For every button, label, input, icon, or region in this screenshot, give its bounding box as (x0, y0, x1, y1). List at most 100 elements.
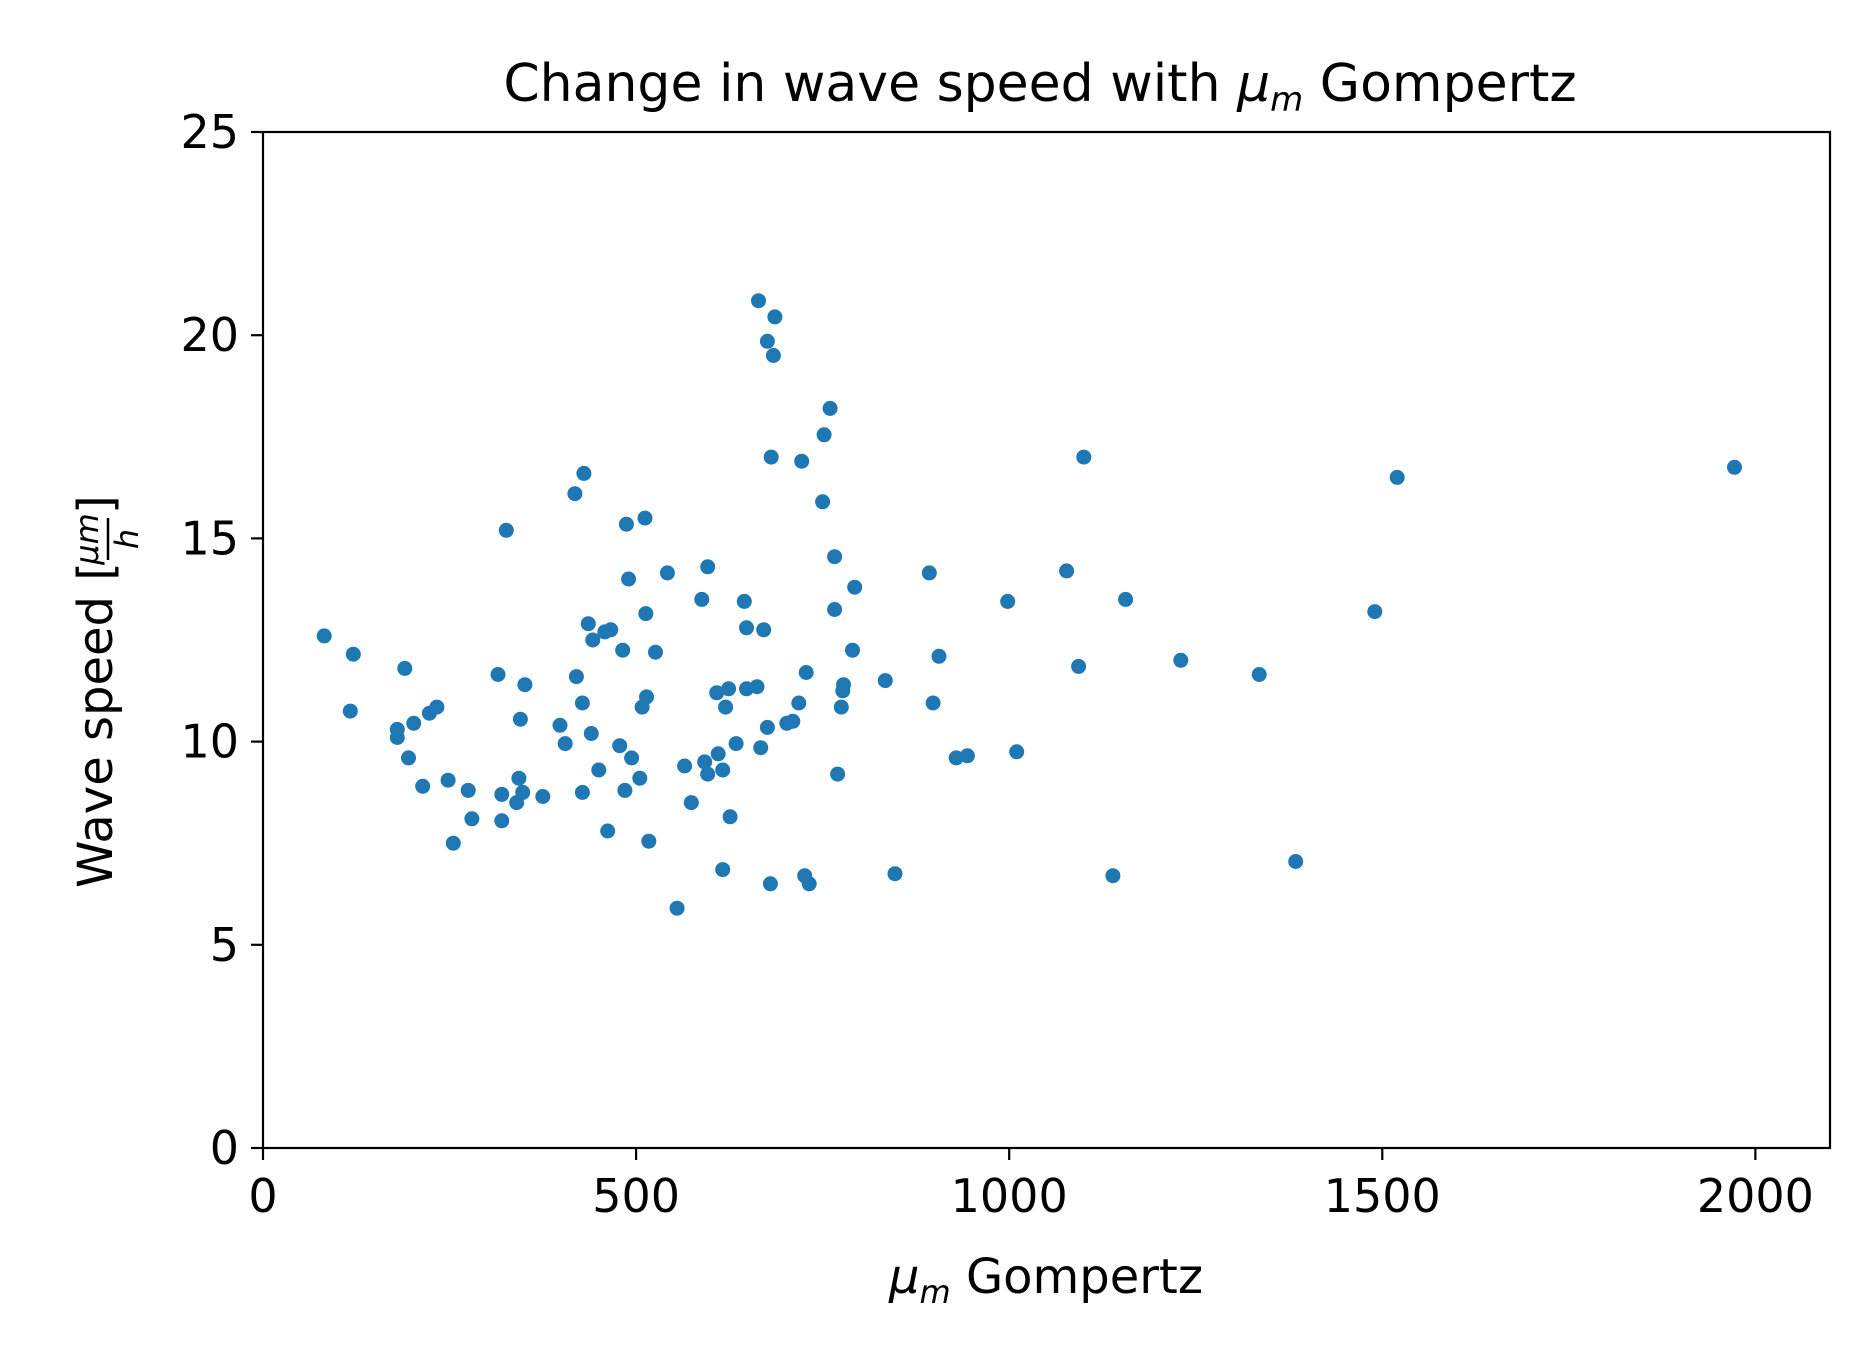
data-point (710, 746, 726, 762)
data-point (709, 685, 725, 701)
data-point (498, 522, 514, 538)
data-point (836, 677, 851, 693)
data-point (1071, 658, 1087, 674)
data-point (669, 900, 685, 916)
data-point (576, 465, 592, 481)
data-point (759, 719, 775, 735)
data-point (718, 699, 734, 715)
data-point (816, 427, 832, 443)
data-point (440, 772, 456, 788)
data-point (1288, 854, 1304, 869)
y-tick-label: 15 (180, 511, 239, 565)
data-point (751, 293, 766, 309)
data-point (641, 833, 657, 849)
data-point (535, 789, 551, 804)
data-point (515, 784, 531, 800)
data-point (397, 660, 413, 676)
data-point (677, 758, 693, 774)
data-point (406, 715, 422, 731)
data-point (694, 591, 710, 607)
y-tick-label: 5 (210, 918, 239, 972)
x-axis-label: μm Gompertz (888, 1249, 1203, 1311)
data-point (931, 648, 947, 664)
data-point (389, 730, 405, 745)
data-point (822, 400, 838, 416)
data-point (460, 782, 476, 798)
data-point (415, 778, 431, 794)
x-axis-label-suffix: Gompertz (951, 1249, 1203, 1305)
data-point (659, 565, 675, 581)
data-point (1105, 868, 1121, 884)
data-point (612, 738, 628, 754)
x-tick-label: 1500 (1324, 1169, 1441, 1223)
title-prefix: Change in wave speed with (503, 54, 1237, 114)
data-point (603, 622, 619, 638)
data-point (494, 786, 510, 802)
data-point (585, 632, 601, 648)
y-axis-label: Wave speed [ μm h ] (68, 495, 146, 888)
data-point (464, 811, 480, 827)
data-point (794, 453, 810, 469)
data-point (1727, 459, 1742, 475)
data-point (753, 740, 769, 756)
data-point (617, 782, 633, 798)
data-point (948, 750, 964, 766)
data-point (683, 795, 699, 811)
data-point (715, 862, 731, 878)
data-point (959, 748, 975, 764)
data-point (756, 622, 772, 638)
data-point (1009, 744, 1025, 760)
x-tick-label: 2000 (1697, 1169, 1814, 1223)
data-point (925, 695, 941, 711)
data-point (583, 726, 599, 741)
plot-frame (261, 130, 1832, 1150)
data-point (517, 677, 533, 693)
y-tick-label: 10 (180, 715, 239, 769)
data-point (728, 736, 744, 752)
data-point (700, 766, 716, 782)
data-point (762, 876, 778, 892)
data-point (739, 620, 754, 636)
data-point (429, 699, 445, 715)
data-point (767, 309, 783, 325)
data-point (877, 673, 893, 689)
y-axis-label-fraction-numerator: μm (68, 513, 106, 566)
data-point (736, 593, 752, 609)
data-point (490, 667, 506, 682)
x-tick-label: 1000 (951, 1169, 1068, 1223)
data-point (749, 679, 765, 695)
data-point (580, 616, 596, 632)
data-point (715, 762, 731, 778)
data-point (557, 736, 573, 752)
data-point (921, 565, 937, 581)
title-mu: μ (1236, 54, 1270, 114)
data-point (721, 681, 737, 697)
data-point (345, 646, 361, 662)
data-point (648, 644, 663, 660)
data-point (638, 606, 654, 622)
chart-title: Change in wave speed with μm Gompertz (503, 54, 1576, 120)
y-tick-label: 25 (180, 105, 239, 159)
scatter-points (316, 293, 1742, 916)
data-point (700, 559, 716, 575)
x-tick-label: 500 (592, 1169, 680, 1223)
data-point (785, 713, 801, 729)
data-point (815, 494, 831, 510)
y-axis-ticks: 0 5 10 15 20 25 (180, 105, 263, 1175)
data-point (316, 628, 332, 644)
data-point (1118, 591, 1134, 607)
data-point (512, 711, 528, 727)
data-point (887, 866, 903, 882)
data-point (624, 750, 640, 766)
data-point (637, 510, 653, 526)
data-point (615, 642, 631, 658)
data-point (1251, 667, 1267, 682)
y-tick-label: 20 (180, 308, 239, 362)
data-point (600, 823, 616, 839)
data-point (1000, 593, 1016, 609)
data-point (591, 762, 607, 778)
y-axis-label-prefix: Wave speed [ (68, 562, 124, 888)
data-point (763, 449, 779, 465)
